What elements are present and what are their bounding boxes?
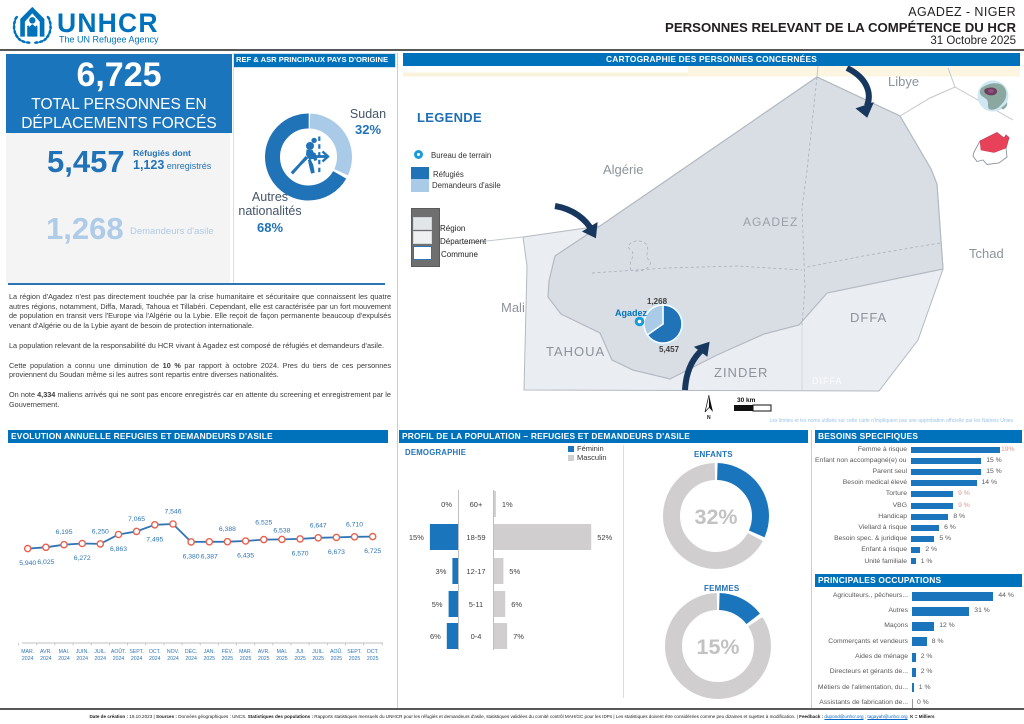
svg-text:OCT.: OCT.: [367, 649, 379, 655]
svg-text:6,525: 6,525: [255, 520, 272, 527]
svg-text:2025: 2025: [204, 656, 216, 662]
svg-text:60+: 60+: [470, 500, 483, 509]
svg-text:MAI.: MAI.: [59, 649, 70, 655]
svg-text:2024: 2024: [149, 656, 161, 662]
svg-text:DÉC.: DÉC.: [185, 648, 197, 655]
svg-text:5-11: 5-11: [469, 600, 483, 609]
svg-text:15%: 15%: [409, 533, 424, 542]
svg-text:7,495: 7,495: [146, 536, 163, 543]
svg-text:6,250: 6,250: [92, 528, 109, 535]
svg-text:2025: 2025: [331, 656, 343, 662]
svg-text:2025: 2025: [294, 656, 306, 662]
svg-text:2024: 2024: [185, 656, 197, 662]
svg-text:6,387: 6,387: [201, 553, 218, 560]
svg-text:7%: 7%: [513, 632, 524, 641]
svg-text:6,435: 6,435: [237, 553, 254, 560]
svg-text:Agadez: Agadez: [615, 308, 648, 318]
svg-text:1,268: 1,268: [647, 297, 668, 306]
svg-text:1%: 1%: [502, 500, 513, 509]
svg-text:2025: 2025: [222, 656, 234, 662]
svg-text:6%: 6%: [511, 600, 522, 609]
svg-text:The UN Refugee Agency: The UN Refugee Agency: [59, 35, 159, 45]
svg-text:6,388: 6,388: [219, 526, 236, 533]
svg-text:6,195: 6,195: [55, 529, 72, 536]
svg-text:AVR.: AVR.: [40, 649, 52, 655]
svg-text:6,673: 6,673: [328, 549, 345, 556]
svg-text:5%: 5%: [432, 600, 443, 609]
svg-text:N: N: [707, 415, 711, 421]
svg-text:7,546: 7,546: [164, 509, 181, 516]
svg-text:DFFA: DFFA: [850, 310, 887, 325]
svg-text:AOÛT.: AOÛT.: [111, 648, 126, 655]
svg-text:30 km: 30 km: [737, 397, 756, 404]
svg-text:JAN.: JAN.: [204, 649, 215, 655]
svg-text:Mali: Mali: [501, 300, 525, 315]
svg-text:MAI.: MAI.: [277, 649, 288, 655]
svg-text:SEPT.: SEPT.: [129, 649, 143, 655]
svg-text:2024: 2024: [113, 656, 125, 662]
svg-text:5,940: 5,940: [19, 560, 36, 567]
svg-text:5,457: 5,457: [659, 345, 680, 354]
svg-text:6,863: 6,863: [110, 546, 127, 553]
svg-text:JUI.: JUI.: [295, 649, 304, 655]
svg-text:TAHOUA: TAHOUA: [546, 344, 605, 359]
svg-text:18-59: 18-59: [466, 533, 485, 542]
svg-text:32%: 32%: [694, 505, 737, 529]
svg-text:2025: 2025: [367, 656, 379, 662]
svg-text:FÉV.: FÉV.: [222, 648, 233, 655]
svg-text:Les limites et les noms utilis: Les limites et les noms utilisés sur cet…: [770, 418, 1014, 424]
svg-text:7,065: 7,065: [128, 516, 145, 523]
svg-text:SEPT.: SEPT.: [347, 649, 361, 655]
svg-text:2024: 2024: [58, 656, 70, 662]
svg-text:AVR.: AVR.: [258, 649, 270, 655]
svg-text:Algérie: Algérie: [603, 162, 643, 177]
svg-text:2025: 2025: [258, 656, 270, 662]
svg-text:6,025: 6,025: [37, 559, 54, 566]
svg-text:5%: 5%: [509, 567, 520, 576]
svg-text:2025: 2025: [349, 656, 361, 662]
svg-text:2025: 2025: [312, 656, 324, 662]
svg-text:MAR.: MAR.: [239, 649, 252, 655]
svg-text:2024: 2024: [131, 656, 143, 662]
svg-text:JUIL.: JUIL.: [312, 649, 324, 655]
svg-text:3%: 3%: [436, 567, 447, 576]
svg-text:6,538: 6,538: [273, 527, 290, 534]
svg-text:6,380: 6,380: [183, 553, 200, 560]
svg-text:MAR.: MAR.: [21, 649, 34, 655]
svg-text:JUIN.: JUIN.: [76, 649, 89, 655]
svg-text:ZINDER: ZINDER: [714, 365, 768, 380]
svg-text:AGADEZ: AGADEZ: [743, 215, 798, 229]
svg-text:Libye: Libye: [888, 74, 919, 89]
svg-text:52%: 52%: [597, 533, 612, 542]
svg-text:2025: 2025: [276, 656, 288, 662]
svg-text:0-4: 0-4: [471, 632, 482, 641]
svg-text:OCT.: OCT.: [149, 649, 161, 655]
svg-text:JUIL.: JUIL.: [94, 649, 106, 655]
svg-text:NOV.: NOV.: [167, 649, 179, 655]
svg-text:6,647: 6,647: [310, 522, 327, 529]
svg-text:2024: 2024: [40, 656, 52, 662]
svg-text:UNHCR: UNHCR: [57, 8, 159, 38]
svg-text:2024: 2024: [95, 656, 107, 662]
svg-text:12-17: 12-17: [466, 567, 485, 576]
svg-text:DIFFA: DIFFA: [812, 376, 843, 386]
svg-text:2024: 2024: [22, 656, 34, 662]
svg-text:2024: 2024: [167, 656, 179, 662]
svg-text:AOÛ.: AOÛ.: [330, 648, 343, 655]
svg-text:6,725: 6,725: [364, 548, 381, 555]
svg-text:2024: 2024: [76, 656, 88, 662]
svg-text:6,272: 6,272: [74, 555, 91, 562]
svg-text:6%: 6%: [430, 632, 441, 641]
svg-text:15%: 15%: [696, 635, 739, 659]
svg-text:6,710: 6,710: [346, 521, 363, 528]
svg-text:2025: 2025: [240, 656, 252, 662]
svg-text:Tchad: Tchad: [969, 246, 1004, 261]
svg-text:0%: 0%: [441, 500, 452, 509]
svg-text:6,570: 6,570: [292, 550, 309, 557]
